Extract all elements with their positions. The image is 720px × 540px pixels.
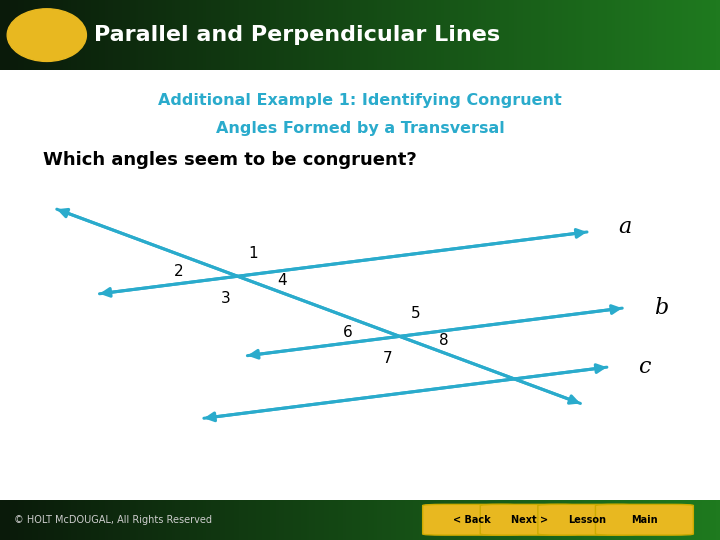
Text: Additional Example 1: Identifying Congruent: Additional Example 1: Identifying Congru…: [158, 93, 562, 108]
FancyBboxPatch shape: [595, 504, 693, 535]
Text: 8: 8: [439, 333, 449, 348]
Text: Parallel and Perpendicular Lines: Parallel and Perpendicular Lines: [94, 25, 500, 45]
Text: 7: 7: [383, 352, 392, 367]
Text: Which angles seem to be congruent?: Which angles seem to be congruent?: [43, 151, 417, 170]
Text: 3: 3: [220, 291, 230, 306]
Text: 2: 2: [174, 265, 184, 280]
Text: Next >: Next >: [510, 515, 548, 525]
Text: © HOLT McDOUGAL, All Rights Reserved: © HOLT McDOUGAL, All Rights Reserved: [14, 515, 212, 525]
Text: Angles Formed by a Transversal: Angles Formed by a Transversal: [215, 120, 505, 136]
FancyBboxPatch shape: [538, 504, 636, 535]
Text: a: a: [618, 217, 631, 238]
Text: 4: 4: [277, 273, 287, 288]
Text: 5: 5: [410, 306, 420, 321]
Text: < Back: < Back: [453, 515, 490, 525]
Text: Main: Main: [631, 515, 657, 525]
Ellipse shape: [7, 9, 86, 62]
Text: Lesson: Lesson: [568, 515, 606, 525]
Text: b: b: [654, 297, 668, 319]
FancyBboxPatch shape: [423, 504, 521, 535]
Text: c: c: [639, 356, 651, 378]
FancyBboxPatch shape: [480, 504, 578, 535]
Text: 1: 1: [248, 246, 258, 261]
Text: 6: 6: [343, 325, 353, 340]
